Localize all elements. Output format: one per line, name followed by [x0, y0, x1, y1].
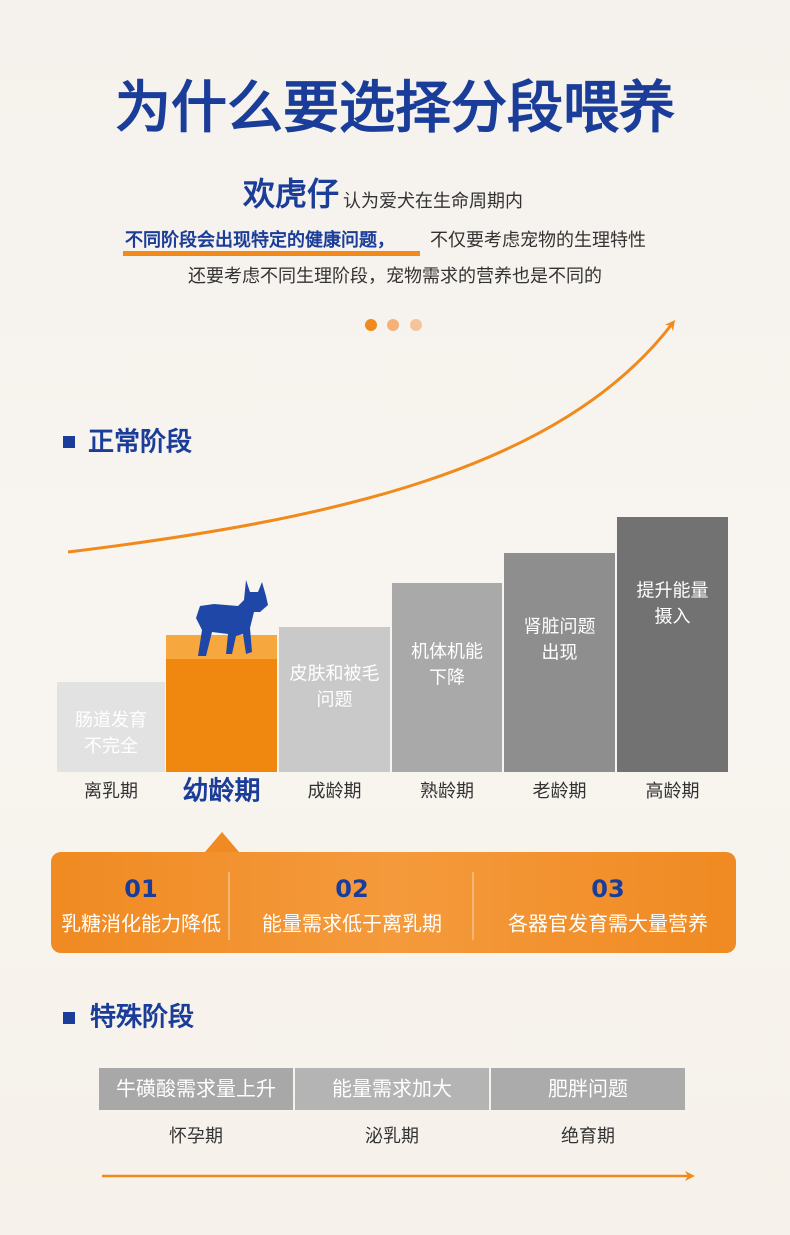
stage-description: 提升能量 [637, 581, 709, 602]
special-cell [491, 1068, 685, 1110]
stage-description: 皮肤和被毛 [290, 664, 380, 685]
brand: 欢虎仔 [242, 175, 339, 213]
intro-text: 认为爱犬在生命周期内 [343, 191, 523, 212]
highlight-text: 不同阶段会出现特定的健康问题， [125, 229, 395, 251]
stage-description: 摄入 [655, 607, 691, 628]
feature-text: 各器官发育需大量营养 [508, 912, 708, 936]
special-label: 绝育期 [561, 1126, 615, 1147]
stage-label: 幼龄期 [182, 776, 260, 807]
special-cell [295, 1068, 489, 1110]
stage-label: 老龄期 [533, 781, 587, 802]
special-cell [99, 1068, 293, 1110]
intro-text: 还要考虑不同生理阶段，宠物需求的营养也是不同的 [188, 266, 602, 287]
stage-label: 成龄期 [308, 781, 362, 802]
special-text: 肥胖问题 [548, 1077, 628, 1101]
title: 为什么要选择分段喂养 [115, 76, 675, 141]
feature-text: 能量需求低于离乳期 [262, 912, 442, 936]
dog-silhouette [196, 580, 268, 656]
stage-bar [57, 682, 165, 772]
stage-description: 下降 [429, 668, 465, 689]
stage-description: 问题 [317, 690, 353, 711]
feature-number: 02 [335, 875, 368, 903]
heading-square [63, 436, 75, 448]
dot [387, 319, 399, 331]
stage-description: 不完全 [84, 736, 138, 757]
special-label: 泌乳期 [365, 1126, 419, 1147]
heading-square [63, 1012, 75, 1024]
special-text: 能量需求加大 [332, 1077, 452, 1101]
special-text: 牛磺酸需求量上升 [116, 1077, 276, 1101]
stage-bar [504, 553, 615, 772]
stage-bar [279, 627, 390, 772]
feature-number: 01 [124, 875, 157, 903]
stage-bar [392, 583, 502, 772]
stage-description: 肾脏问题 [524, 617, 596, 638]
stage-description: 肠道发育 [75, 710, 147, 731]
section-heading: 正常阶段 [88, 427, 192, 458]
dot [410, 319, 422, 331]
special-label: 怀孕期 [169, 1126, 223, 1147]
growth-arrow [67, 320, 676, 554]
dot [365, 319, 377, 331]
feature-panel [51, 852, 736, 953]
stage-label: 熟龄期 [420, 781, 474, 802]
feature-text: 乳糖消化能力降低 [61, 912, 221, 936]
feature-number: 03 [591, 875, 624, 903]
section-heading: 特殊阶段 [90, 1002, 194, 1033]
stage-bar-top [166, 635, 277, 659]
stage-bar [617, 517, 728, 772]
stage-description: 出现 [542, 643, 578, 664]
stage-label: 高龄期 [646, 781, 700, 802]
features: 01 乳糖消化能力降低 02 能量需求低于离乳期 03 各器官发育需大量营养 [61, 875, 708, 936]
stage-label: 离乳期 [84, 781, 138, 802]
pointer [205, 832, 239, 852]
highlight-underline [123, 251, 420, 256]
intro-text: 不仅要考虑宠物的生理特性 [430, 230, 646, 251]
stage-description: 机体机能 [411, 642, 483, 663]
